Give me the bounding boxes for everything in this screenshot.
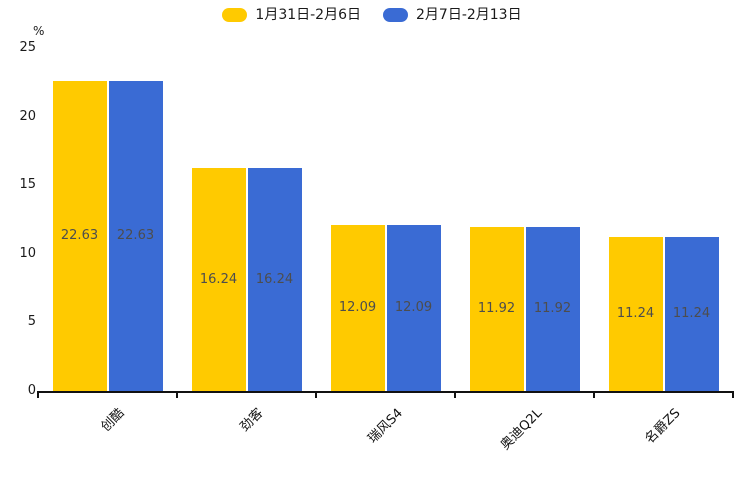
y-tick-label: 10 — [19, 245, 36, 261]
x-tick-label-名爵ZS: 名爵ZS — [642, 405, 684, 447]
x-tick — [454, 391, 456, 398]
bar-名爵ZS-series1[interactable] — [608, 236, 663, 391]
legend-label-week1: 1月31日-2月6日 — [255, 7, 361, 23]
x-tick-label-瑞风S4: 瑞风S4 — [365, 405, 406, 447]
x-tick-label-奥迪Q2L: 奥迪Q2L — [497, 405, 545, 454]
y-tick-label: 0 — [27, 383, 36, 398]
bar-劲客-series1[interactable] — [191, 168, 246, 391]
x-tick-label-劲客: 劲客 — [237, 405, 267, 435]
bar-创酷-series1[interactable] — [52, 80, 107, 391]
legend-label-week2: 2月7日-2月13日 — [416, 7, 522, 23]
y-tick-label: 5 — [27, 314, 36, 330]
x-tick — [37, 391, 39, 398]
x-tick — [315, 391, 317, 398]
bar-名爵ZS-series2[interactable] — [664, 236, 719, 391]
legend: 1月31日-2月6日 2月7日-2月13日 — [0, 8, 744, 22]
legend-swatch-yellow — [222, 8, 248, 22]
legend-swatch-blue — [383, 8, 408, 22]
bar-劲客-series2[interactable] — [247, 168, 302, 391]
legend-item-week2[interactable]: 2月7日-2月13日 — [383, 8, 522, 22]
y-tick-label: 20 — [19, 108, 36, 124]
bar-瑞风S4-series2[interactable] — [386, 225, 441, 391]
y-axis-unit-label: % — [33, 24, 45, 38]
bar-创酷-series2[interactable] — [108, 80, 163, 391]
bar-奥迪Q2L-series1[interactable] — [469, 227, 524, 391]
bar-奥迪Q2L-series2[interactable] — [525, 227, 580, 391]
x-tick-label-创酷: 创酷 — [98, 405, 128, 435]
x-tick — [732, 391, 734, 398]
x-tick — [176, 391, 178, 398]
y-tick-label: 15 — [19, 177, 36, 193]
y-tick-label: 25 — [19, 40, 36, 55]
legend-item-week1[interactable]: 1月31日-2月6日 — [222, 8, 361, 22]
x-tick — [593, 391, 595, 398]
x-axis-line — [38, 391, 733, 393]
bar-瑞风S4-series1[interactable] — [330, 225, 385, 391]
